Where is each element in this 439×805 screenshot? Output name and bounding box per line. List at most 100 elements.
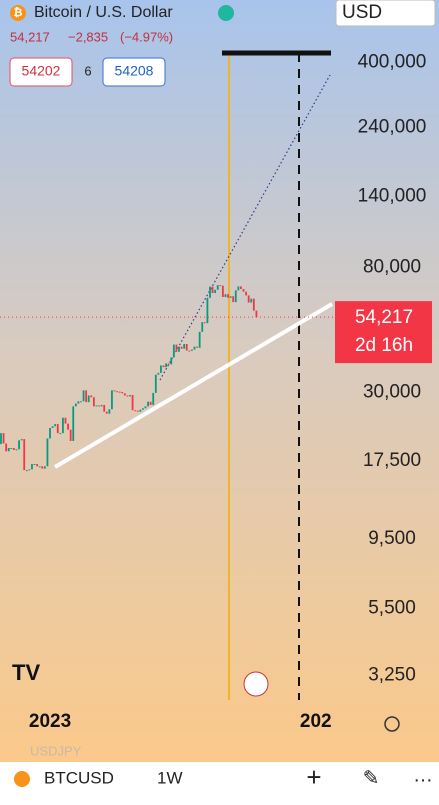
candle-body (113, 390, 116, 392)
candle-body (232, 296, 235, 303)
candle-body (18, 440, 20, 450)
candle-body (250, 298, 253, 303)
candle-body (15, 449, 18, 451)
candle-body (144, 406, 147, 409)
candle-body (216, 285, 219, 290)
candle-body (10, 447, 13, 449)
candle-body (5, 443, 8, 452)
candle-body (167, 363, 170, 365)
candle-body (72, 406, 75, 441)
tv-logo: TV (12, 660, 40, 685)
candle-body (59, 433, 62, 435)
candle-body (33, 464, 36, 466)
x-tick-label: 202 (300, 711, 332, 732)
candle-body (69, 429, 72, 441)
candle-body (38, 466, 41, 468)
candle-body (108, 409, 111, 414)
settings-icon[interactable] (384, 716, 400, 732)
y-tick-label: 240,000 (358, 117, 427, 138)
candle-body (165, 363, 168, 368)
candle-body (219, 285, 222, 287)
bid-box[interactable] (9, 57, 73, 87)
candle-body (105, 411, 108, 414)
candle-body (49, 427, 51, 439)
y-tick-label: 30,000 (363, 381, 421, 402)
candle-body (234, 290, 237, 303)
candle-body (31, 464, 33, 470)
trend-line (53, 302, 334, 469)
candle-body (245, 291, 247, 296)
toolbar (0, 762, 439, 800)
x-tick-label: 2023 (29, 711, 71, 732)
candle-body (13, 447, 15, 450)
candle-body (123, 393, 126, 396)
candle-body (126, 395, 129, 397)
candle-body (103, 404, 106, 412)
candle-body (191, 349, 193, 351)
y-tick-label: 140,000 (358, 185, 427, 206)
candle-body (90, 395, 93, 398)
candle-body (142, 408, 144, 410)
candle-body (7, 447, 10, 452)
candle-body (46, 438, 49, 467)
candle-body (214, 289, 217, 294)
bid[interactable]: 54202 (22, 63, 61, 79)
candle-body (180, 346, 183, 349)
candle-body (41, 466, 44, 469)
candle-body (185, 344, 188, 351)
candle-body (211, 286, 214, 294)
candle-body (54, 424, 57, 427)
candle-body (67, 423, 69, 430)
candle-body (51, 426, 54, 428)
candle-body (20, 439, 23, 441)
symbol-title[interactable]: Bitcoin / U.S. Dollar (34, 4, 173, 21)
toolbar-interval[interactable]: 1W (157, 768, 183, 787)
candle-body (2, 433, 5, 444)
toolbar-symbol[interactable]: BTCUSD (44, 768, 114, 787)
spread: 6 (84, 63, 91, 78)
candle-body (170, 357, 173, 365)
candle-body (172, 344, 175, 358)
last-price: 54,217 (10, 29, 50, 44)
candle-body (227, 294, 229, 298)
candle-body (206, 297, 209, 324)
change-pct: (−4.97%) (120, 29, 173, 44)
candle-body (237, 286, 240, 291)
candle-body (247, 295, 250, 303)
chart-background (0, 0, 439, 762)
add-button[interactable]: + (306, 762, 321, 792)
btc-icon-small (14, 771, 30, 787)
countdown: 2d 16h (355, 335, 413, 356)
candle-body (242, 289, 245, 292)
currency[interactable]: USD (342, 2, 382, 23)
candle-body (224, 294, 227, 298)
y-tick-label: 5,500 (368, 597, 416, 618)
candle-body (183, 344, 186, 349)
candle-body (64, 417, 67, 424)
candle-body (147, 401, 149, 407)
candle-body (162, 365, 165, 368)
candle-body (193, 346, 196, 350)
btc-icon (10, 5, 26, 21)
candle-body (116, 391, 118, 393)
candle-body (36, 464, 39, 467)
change: −2,835 (68, 29, 108, 44)
event-flag[interactable] (243, 671, 269, 697)
candle-body (87, 395, 90, 403)
y-tick-label: 9,500 (368, 528, 416, 549)
more-button[interactable]: … (413, 764, 433, 786)
draw-button[interactable]: ✎ (363, 767, 380, 789)
currency-box[interactable] (335, 0, 436, 27)
candle-body (157, 372, 160, 375)
candle-body (43, 466, 46, 469)
y-tick-label: 400,000 (358, 52, 427, 73)
ask-box[interactable] (102, 57, 166, 87)
y-tick-label: 80,000 (363, 257, 421, 278)
candle-body (100, 404, 103, 407)
hidden-symbol: USDJPY (30, 743, 82, 758)
candle-body (134, 410, 137, 412)
candle-body (209, 286, 211, 298)
ask[interactable]: 54208 (115, 63, 154, 79)
candle-body (92, 397, 95, 407)
